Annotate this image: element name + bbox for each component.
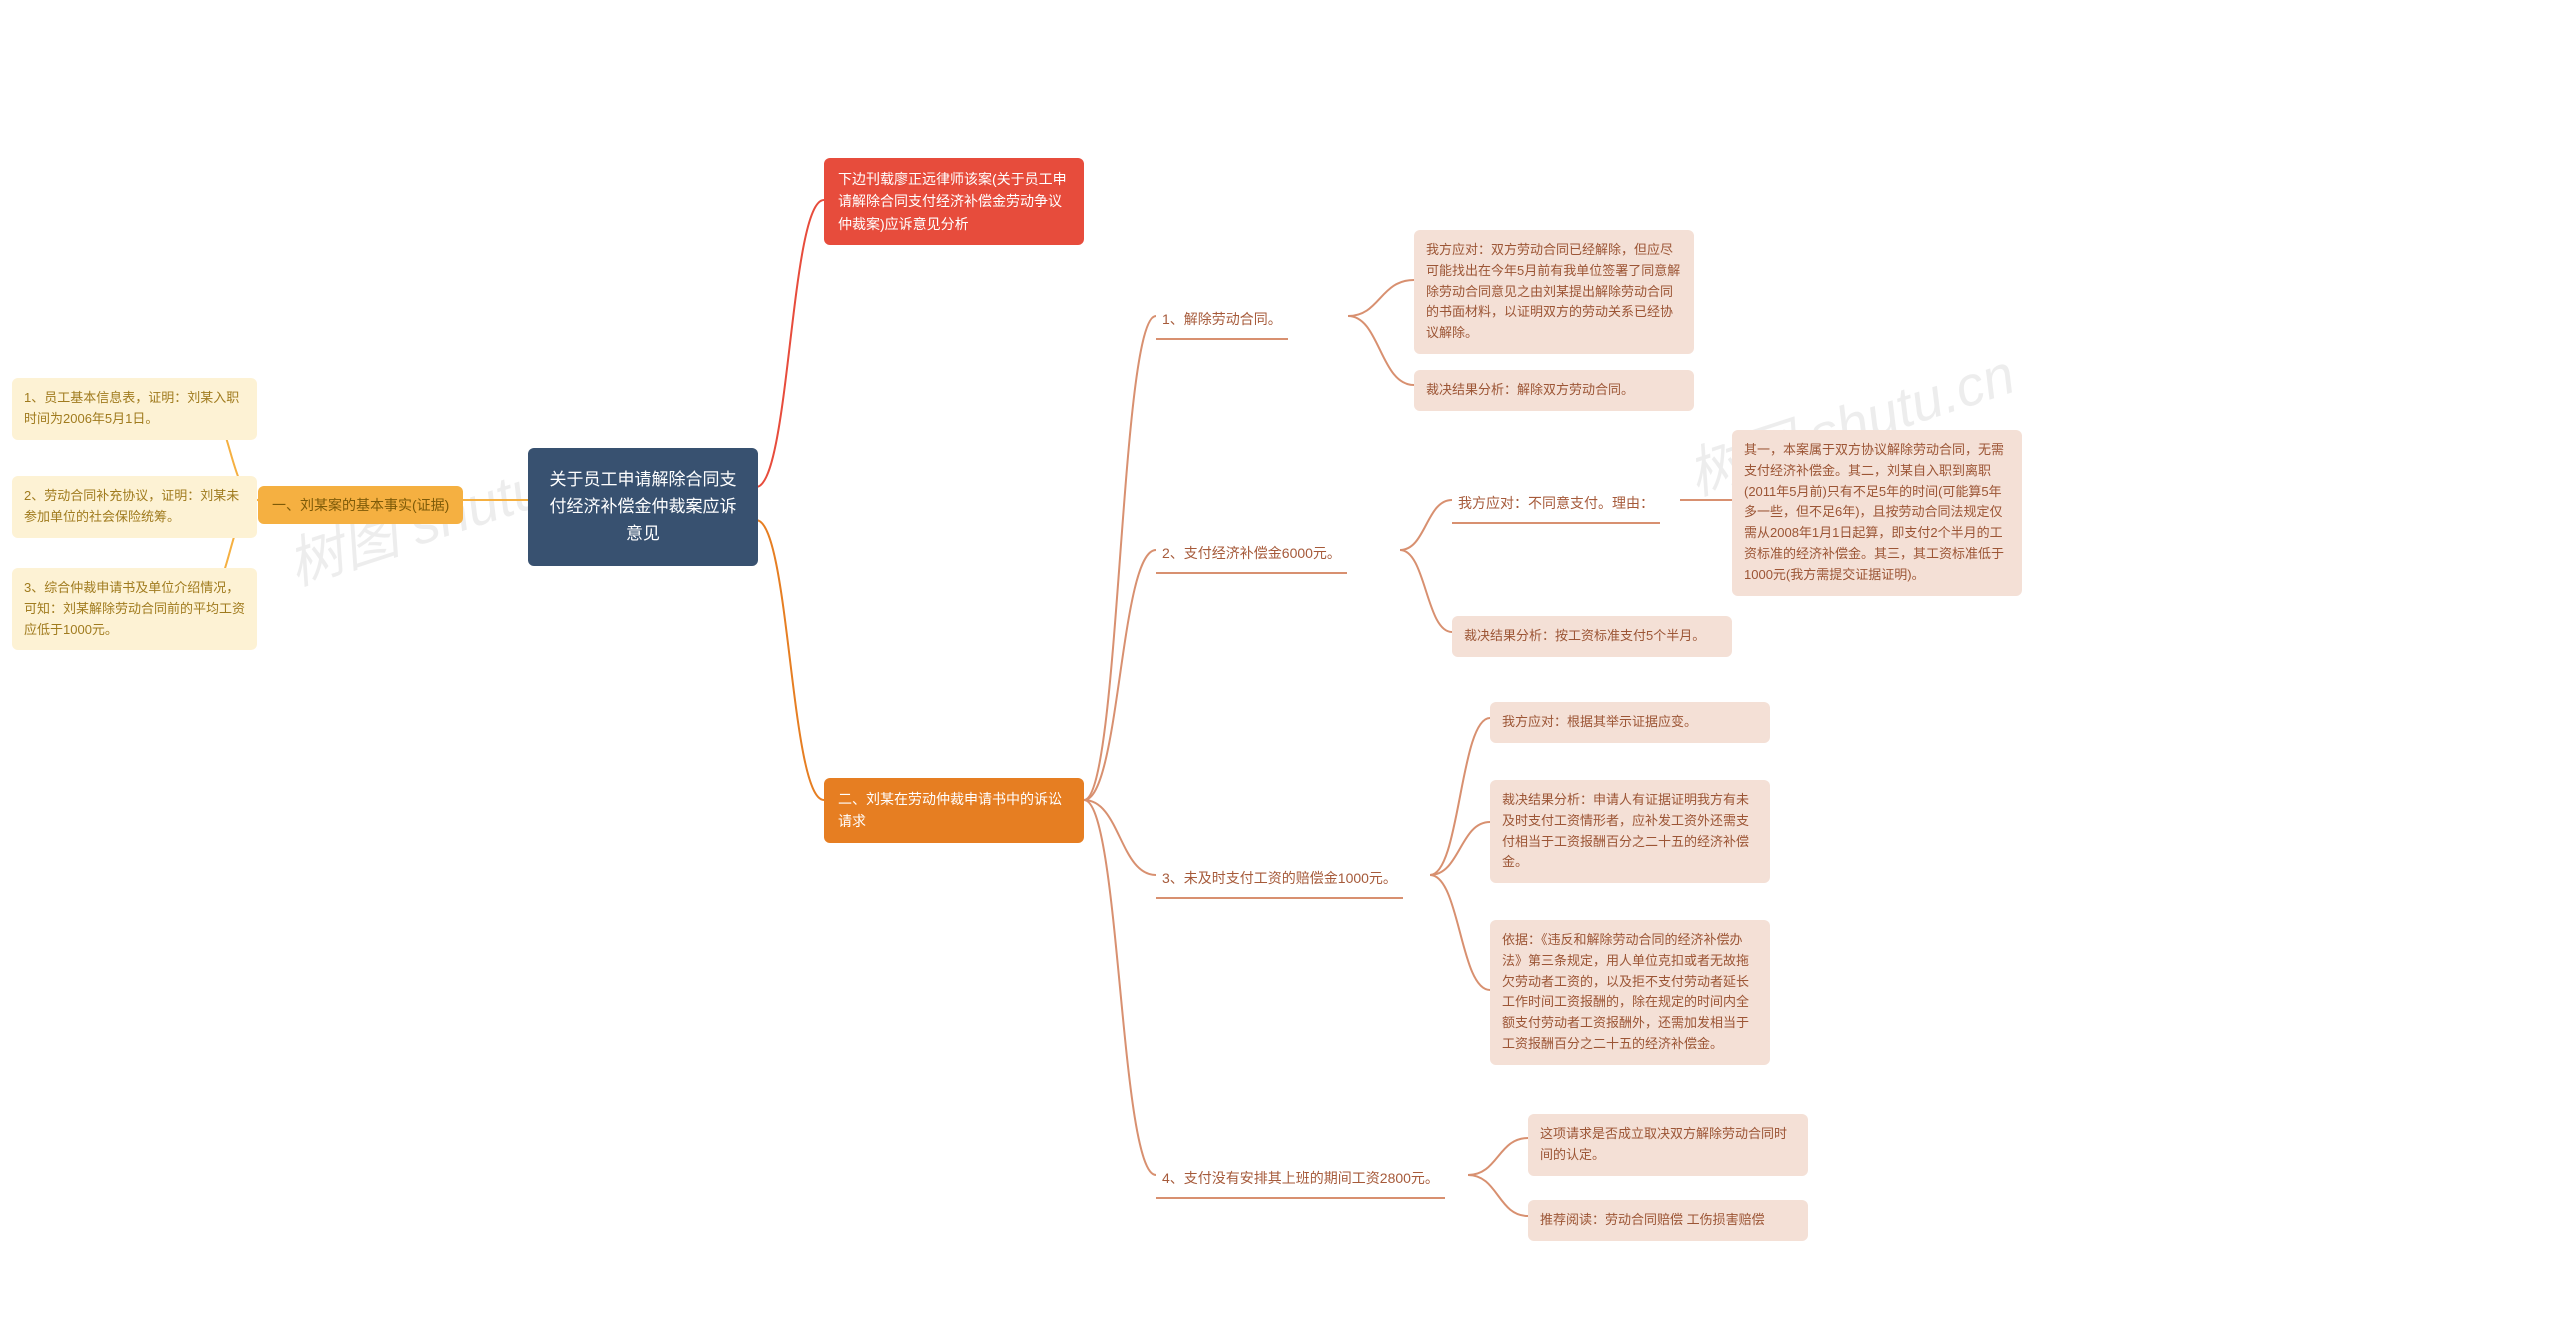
branch-left[interactable]: 一、刘某案的基本事实(证据) xyxy=(258,486,463,524)
left-item-label: 2、劳动合同补充协议，证明：刘某未参加单位的社会保险统筹。 xyxy=(24,486,245,528)
connector-layer xyxy=(0,0,2560,1321)
orange-item-2-child-0[interactable]: 我方应对：不同意支付。理由： xyxy=(1452,484,1660,524)
orange-item-3-child-1[interactable]: 裁决结果分析：申请人有证据证明我方有未及时支付工资情形者，应补发工资外还需支付相… xyxy=(1490,780,1770,883)
leaf-text: 这项请求是否成立取决双方解除劳动合同时间的认定。 xyxy=(1540,1124,1796,1166)
orange-item-2[interactable]: 2、支付经济补偿金6000元。 xyxy=(1156,534,1347,574)
branch-left-label: 一、刘某案的基本事实(证据) xyxy=(272,494,449,516)
branch-orange[interactable]: 二、刘某在劳动仲裁申请书中的诉讼请求 xyxy=(824,778,1084,843)
left-item-0[interactable]: 1、员工基本信息表，证明：刘某入职时间为2006年5月1日。 xyxy=(12,378,257,440)
orange-item-label: 3、未及时支付工资的赔偿金1000元。 xyxy=(1162,867,1397,889)
orange-item-4[interactable]: 4、支付没有安排其上班的期间工资2800元。 xyxy=(1156,1159,1445,1199)
branch-orange-label: 二、刘某在劳动仲裁申请书中的诉讼请求 xyxy=(838,788,1070,833)
orange-item-1[interactable]: 1、解除劳动合同。 xyxy=(1156,300,1288,340)
leaf-text: 推荐阅读：劳动合同赔偿 工伤损害赔偿 xyxy=(1540,1210,1765,1231)
orange-item-3[interactable]: 3、未及时支付工资的赔偿金1000元。 xyxy=(1156,859,1403,899)
leaf-text: 其一，本案属于双方协议解除劳动合同，无需支付经济补偿金。其二，刘某自入职到离职(… xyxy=(1744,440,2010,586)
left-item-2[interactable]: 3、综合仲裁申请书及单位介绍情况，可知：刘某解除劳动合同前的平均工资应低于100… xyxy=(12,568,257,650)
leaf-text: 裁决结果分析：按工资标准支付5个半月。 xyxy=(1464,626,1705,647)
orange-item-4-child-1[interactable]: 推荐阅读：劳动合同赔偿 工伤损害赔偿 xyxy=(1528,1200,1808,1241)
orange-item-2-child-1[interactable]: 裁决结果分析：按工资标准支付5个半月。 xyxy=(1452,616,1732,657)
leaf-text: 我方应对：根据其举示证据应变。 xyxy=(1502,712,1697,733)
leaf-text: 我方应对：双方劳动合同已经解除，但应尽可能找出在今年5月前有我单位签署了同意解除… xyxy=(1426,240,1682,344)
orange-item-2-child-0-detail[interactable]: 其一，本案属于双方协议解除劳动合同，无需支付经济补偿金。其二，刘某自入职到离职(… xyxy=(1732,430,2022,596)
orange-item-1-child-0[interactable]: 我方应对：双方劳动合同已经解除，但应尽可能找出在今年5月前有我单位签署了同意解除… xyxy=(1414,230,1694,354)
orange-item-4-child-0[interactable]: 这项请求是否成立取决双方解除劳动合同时间的认定。 xyxy=(1528,1114,1808,1176)
left-item-label: 1、员工基本信息表，证明：刘某入职时间为2006年5月1日。 xyxy=(24,388,245,430)
branch-red-label: 下边刊载廖正远律师该案(关于员工申请解除合同支付经济补偿金劳动争议仲裁案)应诉意… xyxy=(838,168,1070,235)
leaf-text: 我方应对：不同意支付。理由： xyxy=(1458,492,1654,514)
leaf-text: 依据：《违反和解除劳动合同的经济补偿办法》第三条规定，用人单位克扣或者无故拖欠劳… xyxy=(1502,930,1758,1055)
leaf-text: 裁决结果分析：申请人有证据证明我方有未及时支付工资情形者，应补发工资外还需支付相… xyxy=(1502,790,1758,873)
root-title: 关于员工申请解除合同支付经济补偿金仲裁案应诉意见 xyxy=(544,466,742,548)
orange-item-label: 1、解除劳动合同。 xyxy=(1162,308,1282,330)
left-item-label: 3、综合仲裁申请书及单位介绍情况，可知：刘某解除劳动合同前的平均工资应低于100… xyxy=(24,578,245,640)
orange-item-label: 4、支付没有安排其上班的期间工资2800元。 xyxy=(1162,1167,1439,1189)
orange-item-3-child-2[interactable]: 依据：《违反和解除劳动合同的经济补偿办法》第三条规定，用人单位克扣或者无故拖欠劳… xyxy=(1490,920,1770,1065)
orange-item-3-child-0[interactable]: 我方应对：根据其举示证据应变。 xyxy=(1490,702,1770,743)
branch-red[interactable]: 下边刊载廖正远律师该案(关于员工申请解除合同支付经济补偿金劳动争议仲裁案)应诉意… xyxy=(824,158,1084,245)
orange-item-1-child-1[interactable]: 裁决结果分析：解除双方劳动合同。 xyxy=(1414,370,1694,411)
root-node[interactable]: 关于员工申请解除合同支付经济补偿金仲裁案应诉意见 xyxy=(528,448,758,566)
leaf-text: 裁决结果分析：解除双方劳动合同。 xyxy=(1426,380,1634,401)
orange-item-label: 2、支付经济补偿金6000元。 xyxy=(1162,542,1341,564)
left-item-1[interactable]: 2、劳动合同补充协议，证明：刘某未参加单位的社会保险统筹。 xyxy=(12,476,257,538)
